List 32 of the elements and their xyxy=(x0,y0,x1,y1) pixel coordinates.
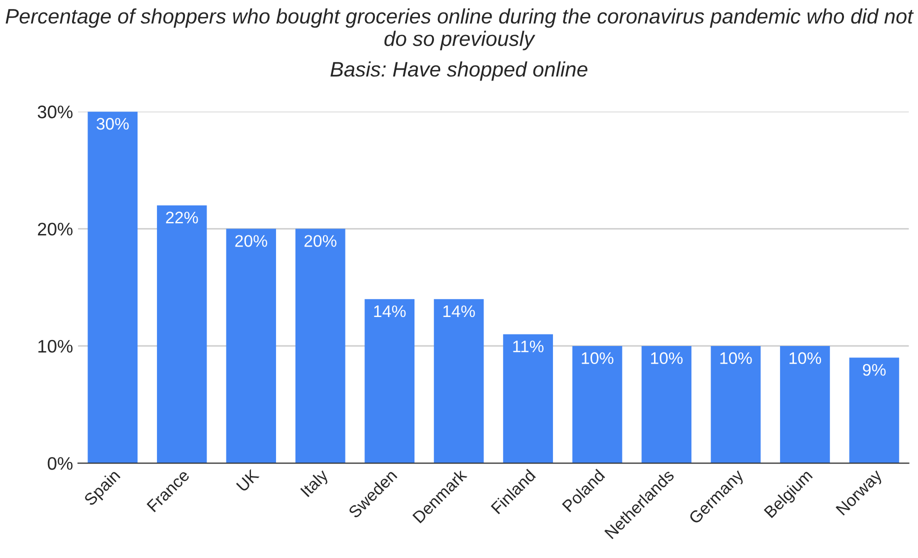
bar xyxy=(88,112,138,464)
bar xyxy=(434,299,484,464)
x-tick-label: Italy xyxy=(300,468,332,500)
bar xyxy=(364,299,414,464)
y-tick-label: 30% xyxy=(38,106,73,118)
data-label: 30% xyxy=(96,118,129,130)
bar xyxy=(156,205,207,464)
data-label: 20% xyxy=(304,235,336,247)
y-tick-label: 0% xyxy=(48,457,73,470)
chart-title: Percentage of shoppers who bought groceries online during the coronavirus pandemic who did not do so previously xyxy=(6,8,914,50)
data-label: 10% xyxy=(582,352,614,364)
chart-subtitle: Basis: Have shopped online xyxy=(330,61,588,81)
bar xyxy=(226,228,276,464)
data-label: 9% xyxy=(862,364,886,376)
bar xyxy=(780,346,830,464)
bar xyxy=(295,228,346,464)
x-tick-label: UK xyxy=(236,468,260,492)
data-label: 11% xyxy=(513,340,544,352)
y-tick-label: 10% xyxy=(38,340,73,353)
data-label: 14% xyxy=(443,305,475,318)
bar xyxy=(710,346,761,464)
bar xyxy=(849,358,900,464)
data-label: 10% xyxy=(720,352,752,364)
data-label: 20% xyxy=(235,235,268,247)
bar xyxy=(642,346,692,464)
bar xyxy=(572,346,622,464)
data-label: 14% xyxy=(374,305,406,318)
bar xyxy=(503,334,553,464)
data-label: 10% xyxy=(790,352,822,364)
y-tick-label: 20% xyxy=(38,222,73,236)
data-label: 22% xyxy=(166,212,198,224)
data-label: 10% xyxy=(651,352,683,364)
